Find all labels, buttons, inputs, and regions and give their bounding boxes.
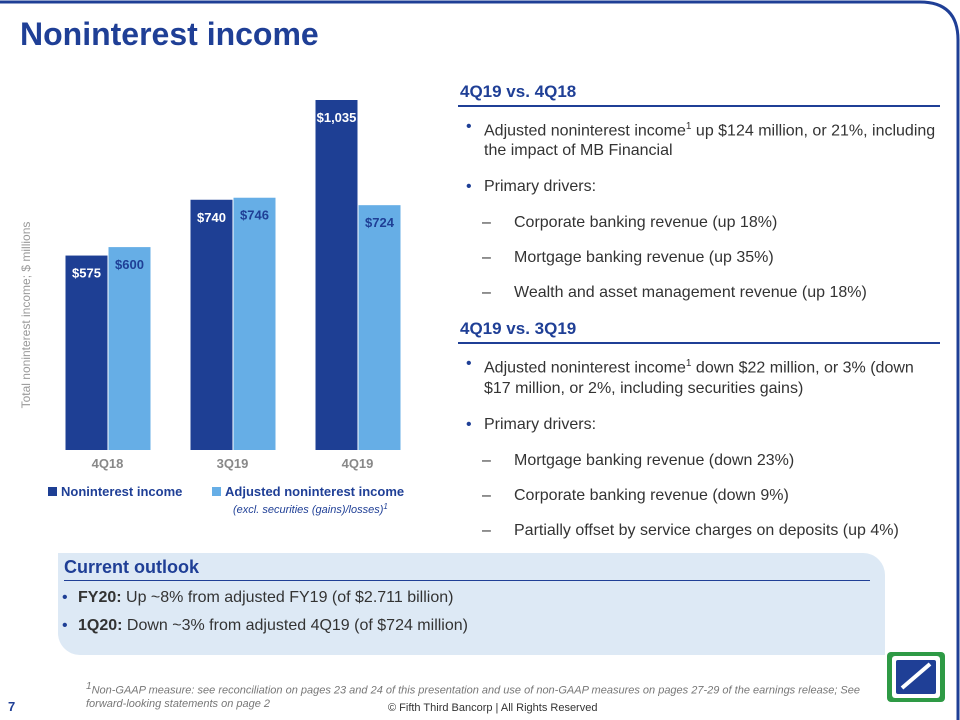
- page-number: 7: [8, 699, 16, 714]
- legend-label: Noninterest income: [61, 484, 182, 499]
- legend-label: Adjusted noninterest income: [225, 484, 404, 499]
- text: Adjusted noninterest income: [484, 122, 686, 140]
- text: Primary drivers:: [484, 415, 597, 433]
- text: Non-GAAP measure: see reconciliation on …: [86, 684, 861, 710]
- sup: 1: [685, 358, 692, 370]
- bar: [108, 247, 151, 450]
- bullet: 1Q20: Down ~3% from adjusted 4Q19 (of $7…: [58, 617, 885, 635]
- value-label: $746: [240, 208, 269, 223]
- text: Down ~3% from adjusted 4Q19 (of $724 mil…: [122, 617, 468, 634]
- text: Primary drivers:: [484, 178, 597, 196]
- footnote: 1Non-GAAP measure: see reconciliation on…: [86, 680, 876, 711]
- value-label: $600: [115, 257, 144, 272]
- sup: 1: [383, 502, 387, 511]
- label: FY20:: [78, 589, 122, 606]
- legend-swatch: [48, 487, 57, 496]
- rule: [64, 580, 870, 581]
- bar: [190, 199, 233, 450]
- logo: [887, 652, 945, 702]
- copyright: © Fifth Third Bancorp | All Rights Reser…: [388, 702, 598, 714]
- legend-note: (excl. securities (gains)/losses)1: [233, 502, 388, 516]
- bullet: FY20: Up ~8% from adjusted FY19 (of $2.7…: [58, 589, 885, 607]
- sup: 1: [86, 681, 92, 692]
- sub-bullet: Mortgage banking revenue (down 23%): [458, 451, 940, 471]
- section-heading: 4Q19 vs. 4Q18: [458, 82, 940, 107]
- outlook-box: Current outlook FY20: Up ~8% from adjust…: [58, 553, 885, 655]
- value-label: $724: [365, 215, 395, 230]
- value-label: $1,035: [317, 110, 357, 125]
- outlook-title: Current outlook: [64, 557, 199, 577]
- bar: [358, 205, 401, 450]
- sub-bullet: Mortgage banking revenue (up 35%): [458, 248, 940, 268]
- bullet: Primary drivers: Corporate banking reven…: [458, 177, 940, 303]
- label: 1Q20:: [78, 617, 123, 634]
- bar: [315, 100, 358, 450]
- section: 4Q19 vs. 3Q19 Adjusted noninterest incom…: [458, 319, 940, 541]
- value-label: $740: [197, 210, 226, 225]
- value-label: $575: [72, 266, 101, 281]
- sup: 1: [685, 121, 692, 132]
- text: (excl. securities (gains)/losses): [233, 504, 384, 516]
- text: Up ~8% from adjusted FY19 (of $2.711 bil…: [121, 589, 454, 606]
- sub-bullet: Partially offset by service charges on d…: [458, 521, 940, 541]
- sub-bullet: Corporate banking revenue (up 18%): [458, 213, 940, 233]
- commentary: 4Q19 vs. 4Q18 Adjusted noninterest incom…: [458, 82, 940, 557]
- text: Adjusted noninterest income: [484, 359, 686, 377]
- sub-bullet: Corporate banking revenue (down 9%): [458, 486, 940, 506]
- x-tick-label: 4Q18: [92, 456, 124, 471]
- bullet: Adjusted noninterest income1 down $22 mi…: [458, 354, 940, 398]
- section-heading: 4Q19 vs. 3Q19: [458, 319, 940, 345]
- bullet: Adjusted noninterest income1 up $124 mil…: [458, 117, 940, 161]
- section: 4Q19 vs. 4Q18 Adjusted noninterest incom…: [458, 82, 940, 303]
- text: up $124 million, or 21%, including the i…: [484, 122, 936, 160]
- y-axis-label: Total noninterest income; $ millions: [19, 222, 33, 409]
- sub-bullet: Wealth and asset management revenue (up …: [458, 283, 940, 303]
- bullet: Primary drivers: Mortgage banking revenu…: [458, 415, 940, 541]
- legend-swatch: [212, 487, 221, 496]
- x-tick-label: 3Q19: [217, 456, 249, 471]
- bar: [65, 255, 108, 450]
- x-tick-label: 4Q19: [342, 456, 374, 471]
- bar: [233, 197, 276, 450]
- title: Noninterest income: [20, 16, 319, 52]
- text: down $22 million, or 3% (down $17 millio…: [484, 359, 914, 397]
